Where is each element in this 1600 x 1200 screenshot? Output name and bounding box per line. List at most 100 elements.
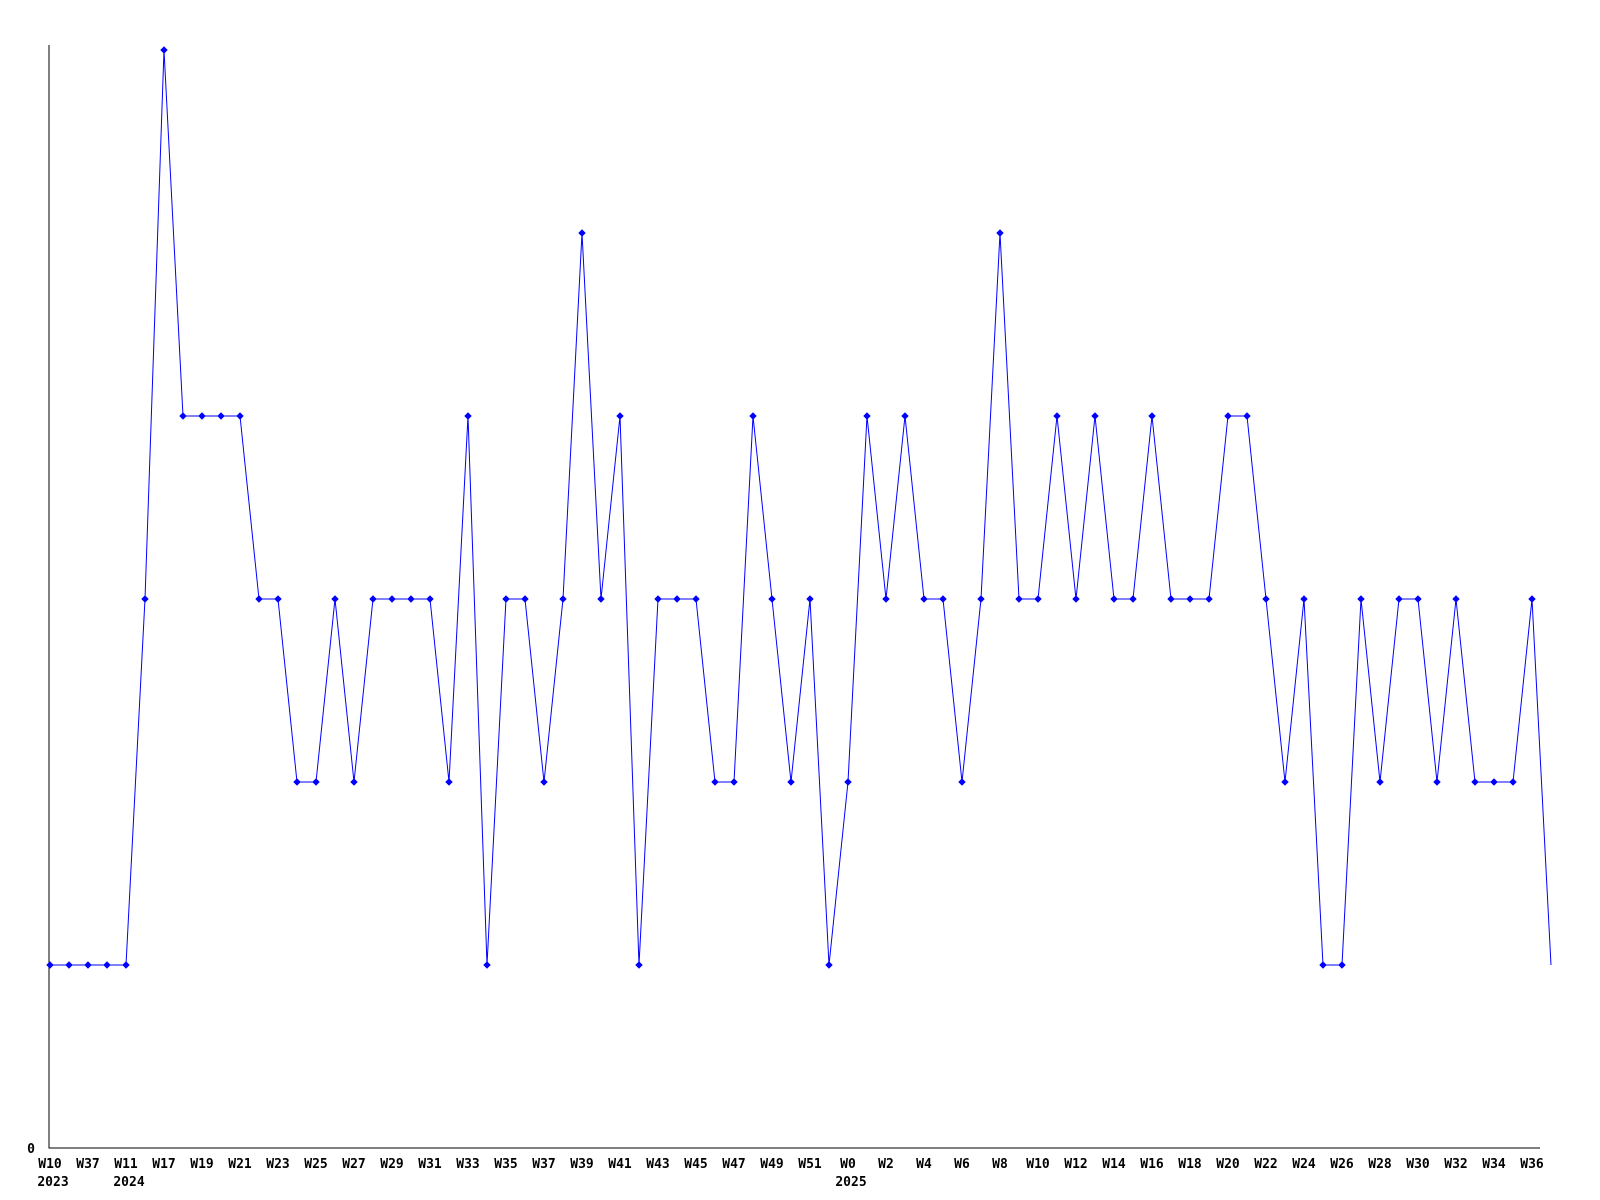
x-tick-label: W10 [38, 1157, 62, 1172]
data-point-marker [65, 961, 73, 969]
x-tick-label: W28 [1368, 1157, 1392, 1172]
x-tick-label: W24 [1292, 1157, 1316, 1172]
x-tick-label: W16 [1140, 1157, 1164, 1172]
data-point-marker [1471, 778, 1479, 786]
data-point-marker [464, 412, 472, 420]
data-point-marker [46, 961, 54, 969]
data-point-marker [274, 595, 282, 603]
x-tick-label: W4 [916, 1157, 932, 1172]
data-point-marker [958, 778, 966, 786]
x-tick-label: W17 [152, 1157, 175, 1172]
x-tick-label: W22 [1254, 1157, 1277, 1172]
y-axis-zero-label: 0 [27, 1142, 35, 1157]
data-point-marker [863, 412, 871, 420]
data-point-marker [1110, 595, 1118, 603]
data-point-marker [882, 595, 890, 603]
x-tick-label: W19 [190, 1157, 213, 1172]
data-point-marker [1338, 961, 1346, 969]
x-tick-label: W21 [228, 1157, 252, 1172]
x-tick-label: W32 [1444, 1157, 1467, 1172]
x-tick-label: W34 [1482, 1157, 1506, 1172]
data-point-marker [483, 961, 491, 969]
axes [48, 45, 1540, 1149]
data-point-marker [597, 595, 605, 603]
data-point-marker [388, 595, 396, 603]
data-point-marker [616, 412, 624, 420]
x-tick-label: W6 [954, 1157, 970, 1172]
data-point-marker [407, 595, 415, 603]
data-point-marker [844, 778, 852, 786]
data-point-marker [426, 595, 434, 603]
data-point-marker [198, 412, 206, 420]
x-tick-label: W10 [1026, 1157, 1050, 1172]
data-point-marker [1528, 595, 1536, 603]
data-point-marker [559, 595, 567, 603]
data-point-marker [1452, 595, 1460, 603]
data-point-marker [1167, 595, 1175, 603]
x-year-label: 2025 [835, 1175, 866, 1190]
x-tick-label: W14 [1102, 1157, 1126, 1172]
x-tick-label: W51 [798, 1157, 822, 1172]
data-point-marker [977, 595, 985, 603]
x-tick-label: W2 [878, 1157, 894, 1172]
data-point-marker [502, 595, 510, 603]
x-tick-label: W11 [114, 1157, 138, 1172]
data-point-marker [920, 595, 928, 603]
x-year-label: 2024 [113, 1175, 144, 1190]
data-point-marker [521, 595, 529, 603]
data-point-marker [1414, 595, 1422, 603]
data-point-marker [768, 595, 776, 603]
x-tick-label: W33 [456, 1157, 479, 1172]
data-point-marker [806, 595, 814, 603]
data-point-marker [1490, 778, 1498, 786]
data-point-marker [1091, 412, 1099, 420]
x-tick-label: W20 [1216, 1157, 1240, 1172]
x-tick-label: W39 [570, 1157, 593, 1172]
data-point-marker [996, 229, 1004, 237]
x-tick-label: W31 [418, 1157, 442, 1172]
x-tick-label: W36 [1520, 1157, 1544, 1172]
data-point-marker [1281, 778, 1289, 786]
data-point-marker [350, 778, 358, 786]
data-point-marker [711, 778, 719, 786]
data-point-marker [654, 595, 662, 603]
data-point-marker [1053, 412, 1061, 420]
data-point-marker [217, 412, 225, 420]
data-point-marker [141, 595, 149, 603]
data-point-marker [578, 229, 586, 237]
data-point-marker [255, 595, 263, 603]
data-point-marker [939, 595, 947, 603]
data-point-marker [312, 778, 320, 786]
data-point-marker [103, 961, 111, 969]
data-point-marker [787, 778, 795, 786]
data-point-marker [1395, 595, 1403, 603]
x-tick-label: W41 [608, 1157, 632, 1172]
data-point-marker [540, 778, 548, 786]
x-tick-label: W12 [1064, 1157, 1087, 1172]
data-point-marker [1129, 595, 1137, 603]
data-point-marker [730, 778, 738, 786]
data-point-marker [1262, 595, 1270, 603]
data-point-marker [1186, 595, 1194, 603]
data-point-marker [1300, 595, 1308, 603]
data-point-marker [1433, 778, 1441, 786]
x-tick-label: W35 [494, 1157, 517, 1172]
x-tick-label: W30 [1406, 1157, 1430, 1172]
x-tick-label: W26 [1330, 1157, 1354, 1172]
x-tick-label: W37 [76, 1157, 99, 1172]
x-tick-label: W29 [380, 1157, 403, 1172]
data-point-marker [1319, 961, 1327, 969]
data-point-marker [1357, 595, 1365, 603]
x-year-label: 2023 [37, 1175, 68, 1190]
x-tick-label: W49 [760, 1157, 783, 1172]
data-point-marker [825, 961, 833, 969]
data-point-marker [331, 595, 339, 603]
data-point-marker [236, 412, 244, 420]
x-tick-label: W18 [1178, 1157, 1202, 1172]
data-point-marker [122, 961, 130, 969]
data-point-marker [749, 412, 757, 420]
data-point-marker [692, 595, 700, 603]
data-point-marker [1509, 778, 1517, 786]
